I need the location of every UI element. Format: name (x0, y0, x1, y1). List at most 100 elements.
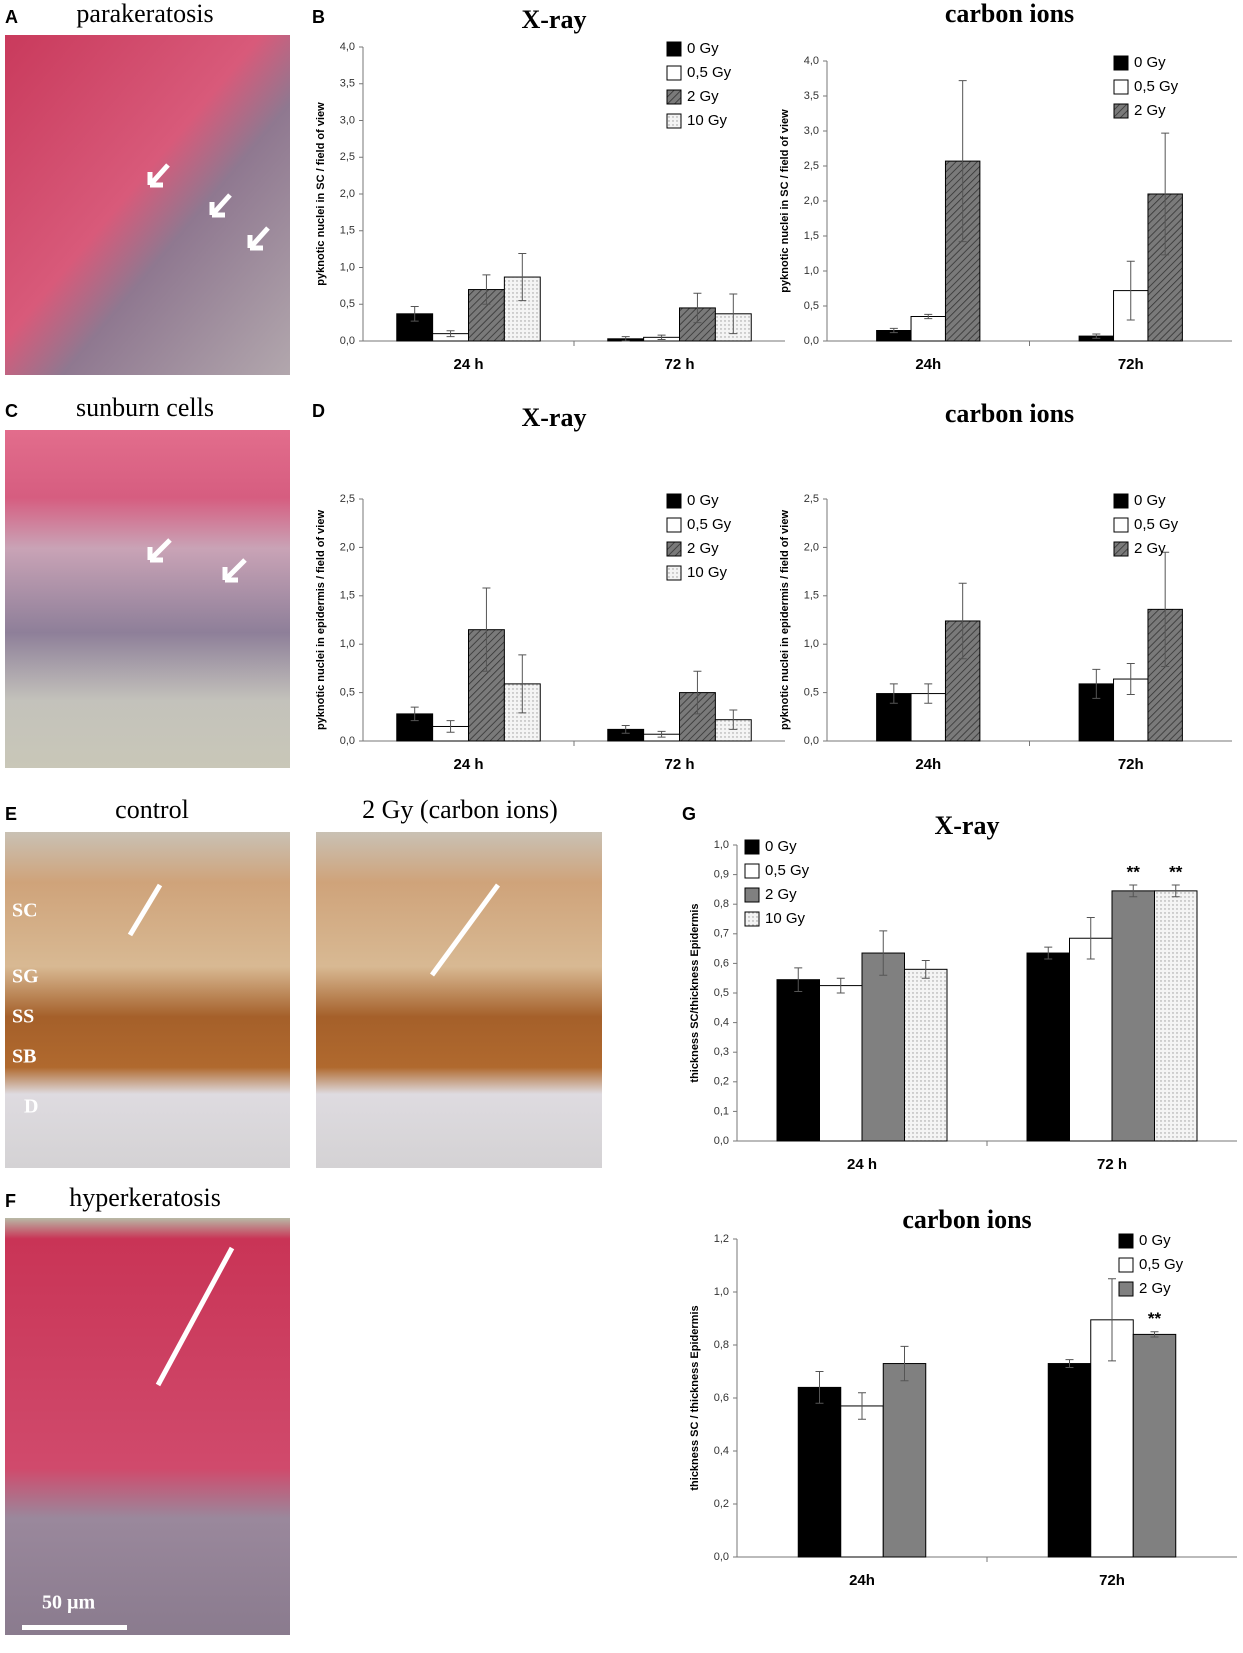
y-tick-label: 4,0 (804, 55, 819, 67)
y-tick-label: 0,0 (804, 735, 819, 747)
photo-carbon (316, 832, 602, 1168)
error-bar (1126, 663, 1135, 696)
x-tick-label: 24h (915, 356, 941, 373)
legend-label: 0,5 Gy (765, 862, 810, 879)
y-tick-label: 3,5 (804, 90, 819, 102)
y-tick-label: 2,0 (340, 188, 355, 200)
legend-swatch (1113, 493, 1129, 509)
error-bar (889, 683, 898, 704)
y-tick-label: 1,2 (714, 1233, 729, 1245)
scale-label: 50 µm (42, 1592, 96, 1614)
error-bar (958, 80, 967, 243)
legend-label: 2 Gy (1134, 540, 1166, 557)
error-bar (657, 334, 666, 341)
legend-label: 10 Gy (687, 112, 728, 129)
error-bar (410, 305, 419, 322)
y-tick-label: 0,0 (714, 1551, 729, 1563)
legend-swatch (666, 89, 682, 105)
y-tick-label: 0,9 (714, 869, 729, 881)
y-tick-label: 1,5 (340, 590, 355, 602)
legend-swatch (1118, 1281, 1134, 1297)
y-tick-label: 1,0 (340, 261, 355, 273)
legend-label: 2 Gy (765, 886, 797, 903)
bar (1069, 937, 1113, 1142)
bar (882, 1363, 927, 1558)
y-tick-label: 3,0 (340, 114, 355, 126)
error-bar (1108, 1278, 1116, 1362)
y-tick-label: 1,0 (804, 265, 819, 277)
y-tick-label: 2,5 (804, 160, 819, 172)
legend-swatch (1113, 55, 1129, 71)
bar (776, 979, 820, 1142)
panel-letter: B (312, 7, 325, 27)
y-tick-label: 2,0 (804, 195, 819, 207)
error-bar (482, 587, 491, 672)
legend-swatch (666, 493, 682, 509)
legend-swatch (666, 41, 682, 57)
x-tick-label: 72 h (1097, 1156, 1127, 1173)
y-tick-label: 2,0 (804, 541, 819, 553)
y-axis-label: thickness SC/thickness Epidermis (689, 903, 701, 1082)
error-bar (879, 930, 888, 976)
caption: 2 Gy (carbon ions) (362, 795, 558, 824)
legend-label: 2 Gy (687, 88, 719, 105)
error-bar (1161, 551, 1170, 667)
error-bar (794, 967, 803, 993)
y-tick-label: 0,2 (714, 1498, 729, 1510)
y-tick-label: 0,5 (340, 687, 355, 699)
y-tick-label: 0,0 (340, 335, 355, 347)
legend-label: 0 Gy (1134, 54, 1166, 71)
y-axis-label: pyknotic nuclei in SC / field of view (315, 102, 327, 286)
legend-label: 0,5 Gy (687, 516, 732, 533)
error-bar (1129, 884, 1138, 898)
error-bar (924, 683, 933, 704)
y-tick-label: 1,5 (804, 230, 819, 242)
error-bar (621, 336, 630, 342)
legend-swatch (1118, 1257, 1134, 1273)
legend-swatch (666, 113, 682, 129)
scale-bar (22, 1625, 127, 1630)
x-tick-label: 24 h (453, 756, 483, 773)
x-tick-label: 72 h (664, 356, 694, 373)
x-tick-label: 24h (849, 1572, 875, 1589)
error-bar (518, 654, 527, 714)
error-bar (1126, 260, 1135, 321)
error-bar (657, 730, 666, 738)
legend-swatch (666, 565, 682, 581)
error-bar (446, 330, 455, 338)
error-bar (1065, 1359, 1074, 1369)
error-bar (858, 1392, 866, 1420)
bar (1132, 1333, 1177, 1558)
panel-letter: E (5, 804, 17, 824)
y-axis-label: pyknotic nuclei in epidermis / field of … (315, 510, 327, 730)
y-axis-label: thickness SC / thickness Epidermis (689, 1305, 701, 1490)
arrows (127, 163, 501, 1387)
error-bar (518, 253, 527, 302)
caption: control (115, 795, 189, 824)
legend-label: 0,5 Gy (1134, 516, 1179, 533)
x-tick-label: 72h (1118, 756, 1144, 773)
y-tick-label: 3,5 (340, 78, 355, 90)
chart-title: carbon ions (945, 399, 1074, 428)
y-tick-label: 0,1 (714, 1105, 729, 1117)
y-tick-label: 1,0 (714, 839, 729, 851)
x-tick-label: 72 h (664, 756, 694, 773)
legend-swatch (1113, 79, 1129, 95)
y-tick-label: 0,8 (714, 898, 729, 910)
y-tick-label: 0,8 (714, 1339, 729, 1351)
legend-label: 10 Gy (687, 564, 728, 581)
error-bar (1044, 946, 1053, 960)
error-bar (410, 706, 419, 722)
y-tick-label: 0,5 (804, 300, 819, 312)
bar (797, 1386, 842, 1558)
y-tick-label: 2,5 (340, 493, 355, 505)
legend-label: 0,5 Gy (1139, 1256, 1184, 1273)
bar (1154, 890, 1198, 1142)
error-bar (446, 720, 455, 733)
legend-swatch (1118, 1233, 1134, 1249)
error-bar (1171, 884, 1180, 898)
annotation: ** (1169, 862, 1183, 881)
error-bar (900, 1345, 909, 1382)
error-bar (924, 313, 933, 320)
panel-letter: G (682, 804, 696, 824)
